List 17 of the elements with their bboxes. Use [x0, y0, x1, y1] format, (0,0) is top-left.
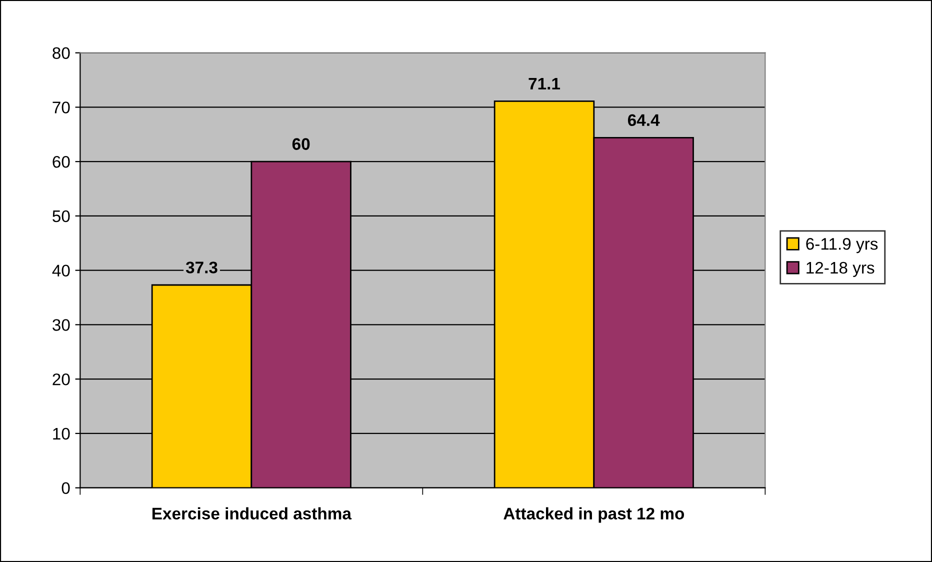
y-tick-label: 20 — [52, 373, 70, 386]
legend-label: 6-11.9 yrs — [806, 238, 878, 254]
y-tick-label: 40 — [52, 264, 70, 277]
x-tick-label: Exercise induced asthma — [152, 507, 352, 520]
data-label: 60 — [292, 138, 310, 150]
y-tick-label: 70 — [52, 102, 70, 114]
y-tick-label: 50 — [52, 210, 70, 222]
x-tick-label: Attacked in past 12 mo — [504, 507, 684, 523]
y-tick-label: 30 — [52, 319, 70, 331]
data-label: 37.3 — [186, 262, 218, 274]
data-label: 71.1 — [528, 78, 560, 90]
y-tick-label: 10 — [53, 428, 70, 440]
y-tick-label: 0 — [62, 482, 70, 494]
y-tick-label: 60 — [52, 156, 70, 168]
data-label: 64.4 — [628, 114, 660, 126]
legend-label: 12-18 yrs — [806, 262, 874, 277]
y-tick-label: 80 — [52, 47, 70, 60]
